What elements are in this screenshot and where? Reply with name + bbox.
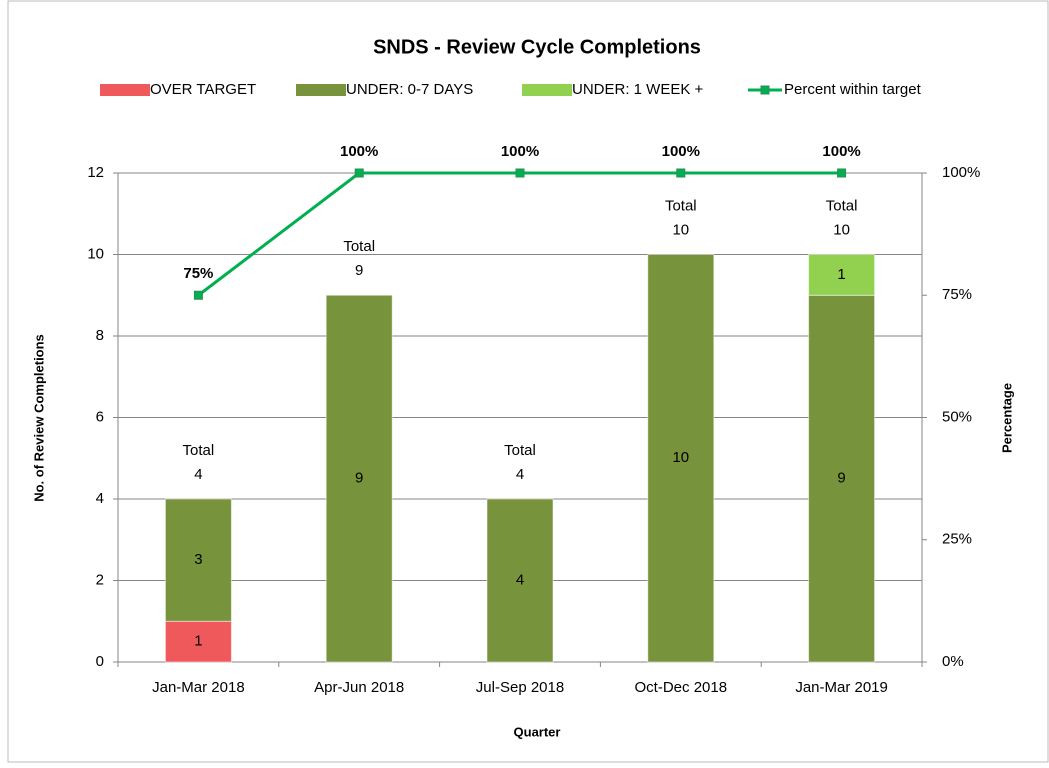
bar-segment [164, 498, 232, 622]
line-label: 100% [501, 143, 539, 160]
data-label: 10 [672, 449, 689, 466]
total-caption: Total [826, 197, 858, 214]
y2-tick-label: 0% [942, 653, 964, 670]
y-tick-label: 4 [96, 490, 104, 507]
y2-tick-label: 25% [942, 531, 972, 548]
x-axis-title: Quarter [514, 724, 561, 739]
line-label: 100% [340, 143, 378, 160]
legend-label: UNDER: 1 WEEK + [572, 81, 704, 98]
total-caption: Total [183, 442, 215, 459]
line-marker [515, 168, 525, 178]
x-tick-label: Jul-Sep 2018 [476, 679, 564, 696]
legend-marker [760, 85, 770, 95]
bar-segment [325, 294, 393, 663]
data-label: 9 [355, 470, 363, 487]
bar-segment [647, 254, 715, 663]
y2-tick-label: 100% [942, 164, 980, 181]
chart-title: SNDS - Review Cycle Completions [373, 36, 701, 58]
data-label: 1 [837, 266, 845, 283]
y2-tick-label: 75% [942, 286, 972, 303]
x-tick-label: Jan-Mar 2018 [152, 679, 245, 696]
total-value: 4 [516, 466, 524, 483]
bar-segment [808, 254, 876, 296]
line-label: 75% [183, 265, 213, 282]
line-label: 100% [662, 143, 700, 160]
x-tick-label: Jan-Mar 2019 [795, 679, 888, 696]
total-caption: Total [504, 442, 536, 459]
legend-label: Percent within target [784, 81, 922, 98]
y-tick-label: 0 [96, 653, 104, 670]
data-label: 4 [516, 571, 524, 588]
line-marker [354, 168, 364, 178]
line-marker [193, 290, 203, 300]
bar-segment [164, 620, 232, 663]
y-tick-label: 8 [96, 327, 104, 344]
y-tick-label: 6 [96, 408, 104, 425]
total-caption: Total [665, 197, 697, 214]
bar-segment [808, 294, 876, 663]
data-label: 1 [194, 633, 202, 650]
total-value: 10 [833, 221, 850, 238]
x-tick-label: Apr-Jun 2018 [314, 679, 404, 696]
line-label: 100% [822, 143, 860, 160]
legend-swatch [100, 84, 150, 96]
total-value: 10 [672, 221, 689, 238]
data-label: 9 [837, 470, 845, 487]
total-value: 9 [355, 262, 363, 279]
legend-swatch [296, 84, 346, 96]
y-tick-label: 2 [96, 571, 104, 588]
legend-label: UNDER: 0-7 DAYS [346, 81, 473, 98]
line-marker [837, 168, 847, 178]
y-tick-label: 10 [87, 245, 104, 262]
total-caption: Total [343, 238, 375, 255]
total-value: 4 [194, 466, 202, 483]
line-marker [676, 168, 686, 178]
data-label: 3 [194, 551, 202, 568]
y2-axis-title: Percentage [999, 383, 1014, 453]
bar-segment [486, 498, 554, 663]
y-tick-label: 12 [87, 164, 104, 181]
x-tick-label: Oct-Dec 2018 [635, 679, 728, 696]
legend-swatch [522, 84, 572, 96]
legend-label: OVER TARGET [150, 81, 256, 98]
y2-tick-label: 50% [942, 408, 972, 425]
y-axis-title: No. of Review Completions [31, 334, 46, 502]
